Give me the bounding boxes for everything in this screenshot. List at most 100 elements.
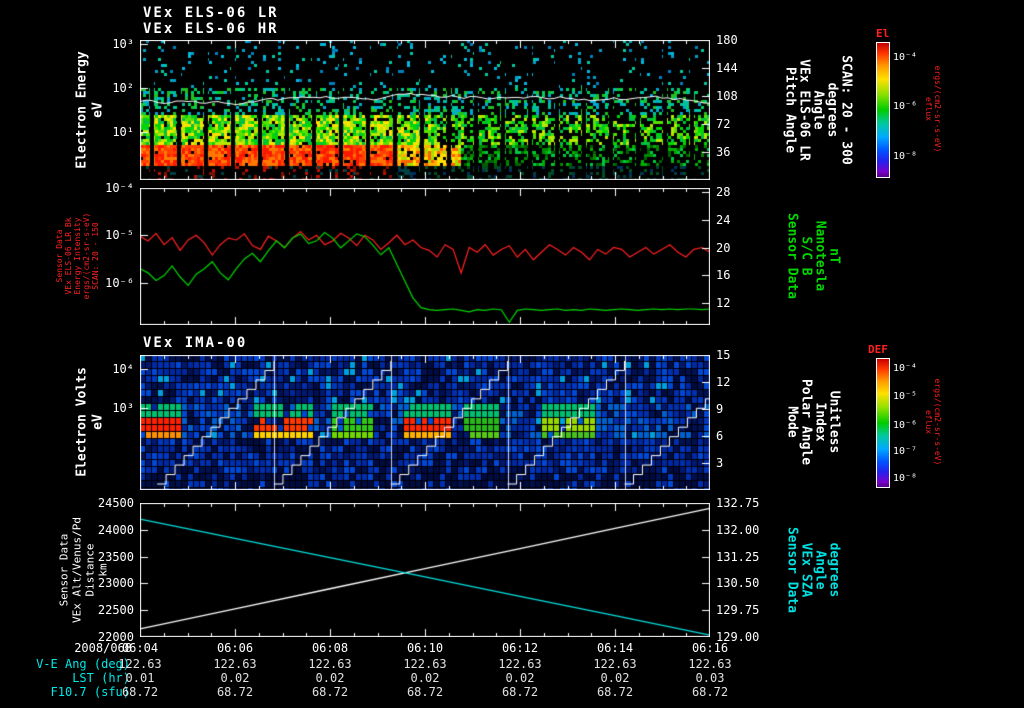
ima-right-axis-label-line-0: Mode bbox=[784, 406, 800, 438]
els-colorbar-title: El bbox=[876, 27, 890, 40]
bfield-right-tick-label: 16 bbox=[716, 268, 731, 283]
info-row-value: 68.72 bbox=[216, 685, 254, 699]
ima-right-axis-label-line-3: Unitless bbox=[826, 390, 842, 454]
ima-left-axis-label-line-0: Electron Volts bbox=[74, 367, 90, 477]
bfield-left-axis-label-line-3: ergs/(cm2-sr-s-eV) bbox=[82, 212, 91, 300]
bfield-left-axis-label-line-4: SCAN: 20 - 150 bbox=[91, 222, 100, 290]
info-row-value: 0.02 bbox=[505, 671, 535, 685]
info-row-value: 68.72 bbox=[691, 685, 729, 699]
bfield-right-axis-label-line-2: Nanotesla bbox=[812, 220, 828, 292]
els-left-tick-label: 10³ bbox=[112, 37, 134, 52]
bfield-left-axis-label-line-0: Sensor Data bbox=[55, 229, 64, 283]
ima-right-tick-label: 12 bbox=[716, 375, 731, 389]
time-tick-label: 06:12 bbox=[501, 641, 539, 655]
bfield-left-tick-label: 10⁻⁶ bbox=[105, 275, 134, 290]
ima-spectrogram-canvas bbox=[140, 355, 710, 490]
info-row-value: 122.63 bbox=[593, 657, 637, 671]
ephem-left-tick-label: 23500 bbox=[97, 549, 134, 564]
info-row-value: 0.02 bbox=[220, 671, 250, 685]
colorbar1-tick-label: 10⁻⁶ bbox=[893, 419, 918, 431]
info-row-value: 0.03 bbox=[695, 671, 725, 685]
els-left-axis-label-line-1: eV bbox=[90, 102, 106, 118]
ephem-right-tick-label: 129.75 bbox=[716, 603, 760, 618]
colorbar1-tick-label: 10⁻⁷ bbox=[893, 446, 918, 458]
ephem-left-axis-label-line-3: km bbox=[96, 563, 110, 577]
ephem-right-axis-label-line-0: Sensor Data bbox=[784, 526, 800, 614]
ima-right-tick-label: 3 bbox=[716, 456, 724, 470]
els-right-tick-label: 144 bbox=[716, 61, 738, 75]
info-row-value: 0.02 bbox=[600, 671, 630, 685]
bfield-right-tick-label: 24 bbox=[716, 212, 731, 227]
info-row-value: 68.72 bbox=[596, 685, 634, 699]
bfield-right-axis-label-line-1: S/C B bbox=[798, 236, 814, 276]
els-left-tick-label: 10² bbox=[112, 80, 134, 95]
colorbar1-tick-label: 10⁻⁴ bbox=[893, 363, 918, 375]
ephem-left-axis-label-line-1: VEx Alt/Venus/Pd bbox=[70, 517, 84, 623]
info-row-value: 122.63 bbox=[688, 657, 732, 671]
els-right-tick-label: 72 bbox=[716, 117, 731, 131]
info-row-value: 0.01 bbox=[125, 671, 155, 685]
ima-right-tick-label: 6 bbox=[716, 429, 724, 443]
colorbar0-unit-label-line-0: eflux bbox=[924, 96, 933, 122]
els-left-axis-label-line-0: Electron Energy bbox=[74, 51, 90, 169]
ephem-right-axis-label-line-3: degrees bbox=[826, 542, 842, 598]
ephem-left-tick-label: 22500 bbox=[97, 603, 134, 618]
ima-right-axis-label-line-1: Polar Angle bbox=[798, 378, 814, 466]
info-row-value: 122.63 bbox=[498, 657, 542, 671]
info-row-value: 0.02 bbox=[315, 671, 345, 685]
ephem-right-tick-label: 129.00 bbox=[716, 630, 760, 644]
time-tick-label: 06:10 bbox=[406, 641, 444, 655]
info-row-label-2: F10.7 (sfu) bbox=[50, 685, 130, 699]
colorbar0-tick-label: 10⁻⁴ bbox=[893, 51, 918, 63]
bfield-right-axis-label-line-3: nT bbox=[826, 248, 842, 264]
info-row-value: 122.63 bbox=[403, 657, 447, 671]
ephem-left-tick-label: 24000 bbox=[97, 522, 134, 537]
ima-right-axis-label-line-2: Index bbox=[812, 402, 828, 442]
time-tick-label: 06:04 bbox=[121, 641, 159, 655]
ima-colorbar-title: DEF bbox=[868, 343, 888, 356]
info-row-value: 0.02 bbox=[410, 671, 440, 685]
els-title-line2: VEx ELS-06 HR bbox=[143, 21, 279, 37]
ephem-right-axis-label-line-1: VEx SZA bbox=[798, 542, 814, 598]
date-label: 2008/068 bbox=[74, 641, 132, 655]
ephem-right-axis-label-line-2: Angle bbox=[812, 550, 828, 590]
ephem-left-tick-label: 24500 bbox=[97, 496, 134, 510]
bfield-right-tick-label: 20 bbox=[716, 240, 731, 255]
colorbar1-unit-label-line-0: eflux bbox=[924, 409, 933, 435]
els-colorbar bbox=[876, 42, 890, 178]
bfield-left-axis-label-line-2: Energy Intensity bbox=[73, 217, 82, 295]
info-row-value: 68.72 bbox=[121, 685, 159, 699]
bfield-right-tick-label: 28 bbox=[716, 185, 731, 200]
els-right-axis-label-line-4: SCAN: 20 - 300 bbox=[838, 55, 854, 165]
colorbar0-tick-label: 10⁻⁸ bbox=[893, 150, 918, 162]
ima-left-axis-label-line-1: eV bbox=[90, 414, 106, 430]
time-tick-label: 06:14 bbox=[596, 641, 634, 655]
els-right-axis-label-line-2: Angle bbox=[810, 90, 826, 130]
info-row-value: 68.72 bbox=[406, 685, 444, 699]
ephem-right-tick-label: 131.25 bbox=[716, 549, 760, 564]
els-right-axis-label-line-0: Pitch Angle bbox=[782, 66, 798, 154]
ima-left-tick-label: 10⁴ bbox=[112, 361, 134, 376]
colorbar1-unit-label-line-1: ergs/(cm2-sr-s-eV) bbox=[933, 378, 942, 466]
els-right-tick-label: 180 bbox=[716, 33, 738, 47]
ephem-right-tick-label: 130.50 bbox=[716, 576, 760, 591]
bfield-left-axis-label-line-1: VEx ELS-06 LR Bk bbox=[64, 217, 73, 295]
colorbar1-tick-label: 10⁻⁸ bbox=[893, 473, 918, 485]
ephem-left-tick-label: 23000 bbox=[97, 576, 134, 591]
info-row-value: 122.63 bbox=[213, 657, 257, 671]
info-row-value: 122.63 bbox=[118, 657, 162, 671]
bfield-intensity-canvas bbox=[140, 188, 710, 325]
time-tick-label: 06:06 bbox=[216, 641, 254, 655]
colorbar0-tick-label: 10⁻⁶ bbox=[893, 101, 918, 113]
info-row-value: 68.72 bbox=[501, 685, 539, 699]
time-tick-label: 06:08 bbox=[311, 641, 349, 655]
els-right-tick-label: 36 bbox=[716, 145, 731, 159]
ima-left-tick-label: 10³ bbox=[112, 400, 134, 415]
ima-right-tick-label: 15 bbox=[716, 348, 731, 362]
ephem-right-tick-label: 132.75 bbox=[716, 496, 760, 510]
bfield-right-tick-label: 12 bbox=[716, 296, 731, 311]
ima-colorbar bbox=[876, 358, 890, 488]
bfield-right-axis-label-line-0: Sensor Data bbox=[784, 212, 800, 300]
bfield-left-tick-label: 10⁻⁴ bbox=[105, 181, 134, 195]
